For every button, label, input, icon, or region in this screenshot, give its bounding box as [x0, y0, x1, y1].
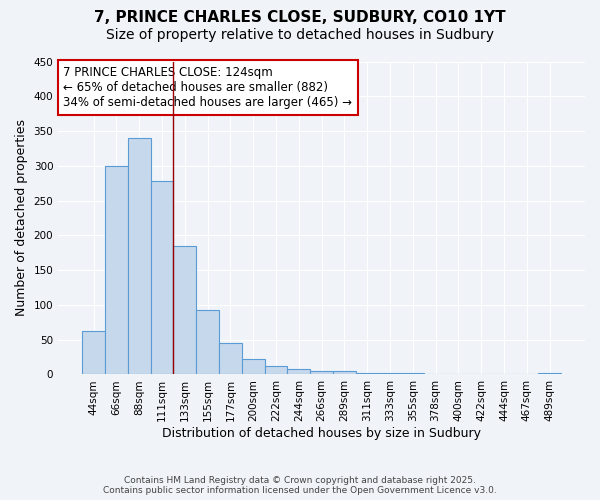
- Bar: [401, 373, 424, 374]
- Text: 7, PRINCE CHARLES CLOSE, SUDBURY, CO10 1YT: 7, PRINCE CHARLES CLOSE, SUDBURY, CO10 1…: [94, 10, 506, 25]
- Text: 7 PRINCE CHARLES CLOSE: 124sqm
← 65% of detached houses are smaller (882)
34% of: 7 PRINCE CHARLES CLOSE: 124sqm ← 65% of …: [64, 66, 352, 109]
- Bar: [219, 343, 242, 374]
- Bar: [333, 371, 356, 374]
- Bar: [105, 166, 128, 374]
- X-axis label: Distribution of detached houses by size in Sudbury: Distribution of detached houses by size …: [162, 427, 481, 440]
- Bar: [379, 373, 401, 374]
- Bar: [538, 373, 561, 374]
- Bar: [287, 369, 310, 374]
- Y-axis label: Number of detached properties: Number of detached properties: [15, 120, 28, 316]
- Bar: [82, 332, 105, 374]
- Bar: [173, 246, 196, 374]
- Bar: [242, 359, 265, 374]
- Bar: [265, 366, 287, 374]
- Bar: [196, 310, 219, 374]
- Text: Contains HM Land Registry data © Crown copyright and database right 2025.
Contai: Contains HM Land Registry data © Crown c…: [103, 476, 497, 495]
- Text: Size of property relative to detached houses in Sudbury: Size of property relative to detached ho…: [106, 28, 494, 42]
- Bar: [356, 373, 379, 374]
- Bar: [310, 371, 333, 374]
- Bar: [151, 181, 173, 374]
- Bar: [128, 138, 151, 374]
